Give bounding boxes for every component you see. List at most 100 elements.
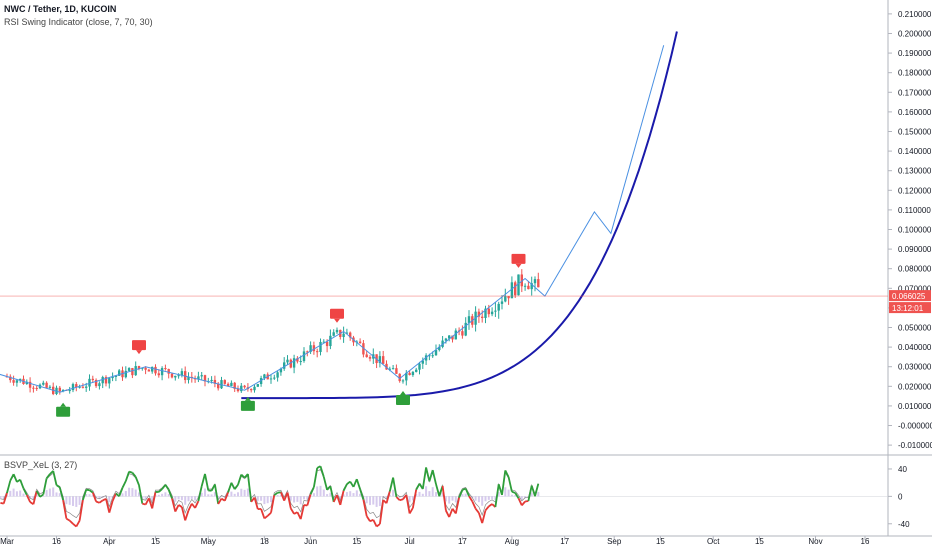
candle-body [72, 384, 74, 390]
candle-body [300, 361, 302, 362]
candle-body [270, 378, 272, 379]
osc-histogram-bar [409, 496, 411, 502]
osc-histogram-bar [366, 496, 368, 503]
osc-histogram-bar [537, 492, 539, 496]
candle-body [154, 367, 156, 373]
osc-histogram-bar [475, 496, 477, 500]
candle-body [32, 388, 34, 389]
candle-body [210, 380, 212, 381]
osc-main-line-segment [96, 502, 99, 503]
osc-histogram-bar [346, 492, 348, 496]
candle-body [276, 372, 278, 377]
time-tick-label: 17 [458, 537, 467, 546]
osc-histogram-bar [19, 491, 21, 497]
countdown-badge-value: 13:12:01 [892, 304, 924, 313]
osc-histogram-bar [452, 496, 454, 500]
time-tick-label: Oct [707, 537, 720, 546]
candle-body [418, 364, 420, 370]
oscillator-legend[interactable]: BSVP_XeL (3, 27) [4, 460, 77, 470]
osc-histogram-bar [59, 493, 61, 496]
osc-histogram-bar [481, 496, 483, 505]
price-tick-label: -0.000000 [898, 422, 932, 431]
candle-body [243, 386, 245, 388]
osc-histogram-bar [234, 494, 236, 496]
price-tick-label: 0.010000 [898, 402, 932, 411]
candle-body [461, 331, 463, 335]
time-tick-label: 18 [260, 537, 269, 546]
candle-body [527, 286, 529, 289]
osc-histogram-bar [194, 496, 196, 500]
candle-body [504, 296, 506, 301]
candle-body [230, 383, 232, 386]
candle-body [392, 368, 394, 369]
candle-body [402, 380, 404, 381]
osc-histogram-bar [428, 491, 430, 496]
osc-histogram-bar [207, 494, 209, 496]
candle-body [336, 330, 338, 332]
time-tick-label: 16 [52, 537, 61, 546]
osc-histogram-bar [230, 492, 232, 497]
candle-body [445, 339, 447, 341]
candle-body [498, 304, 500, 311]
price-tick-label: 0.200000 [898, 29, 932, 38]
osc-histogram-bar [257, 496, 259, 500]
time-tick-label: 15 [755, 537, 764, 546]
osc-histogram-bar [531, 493, 533, 497]
osc-histogram-bar [240, 489, 242, 497]
osc-histogram-bar [316, 486, 318, 496]
osc-histogram-bar [75, 496, 77, 507]
osc-histogram-bar [128, 488, 130, 497]
indicator-legend[interactable]: RSI Swing Indicator (close, 7, 70, 30) [4, 17, 153, 27]
candle-body [98, 383, 100, 386]
osc-histogram-bar [392, 490, 394, 497]
osc-histogram-bar [326, 494, 328, 496]
buy-signal-marker [56, 407, 70, 417]
price-badge-value: 0.066025 [892, 292, 926, 301]
price-tick-label: 0.150000 [898, 127, 932, 136]
time-tick-label: Mar [0, 537, 14, 546]
time-tick-label: 17 [560, 537, 569, 546]
candle-body [69, 390, 71, 391]
price-tick-label: 0.160000 [898, 108, 932, 117]
osc-histogram-bar [174, 496, 176, 501]
candle-body [59, 388, 61, 392]
time-tick-label: May [201, 537, 216, 546]
osc-histogram-bar [247, 489, 249, 497]
candle-body [181, 371, 183, 375]
time-tick-label: 15 [352, 537, 361, 546]
price-tick-label: 0.110000 [898, 206, 931, 215]
osc-histogram-bar [422, 494, 424, 497]
osc-histogram-bar [369, 496, 371, 505]
candle-body [412, 372, 414, 375]
candle-body [131, 368, 133, 375]
osc-histogram-bar [9, 491, 11, 497]
symbol-title[interactable]: NWC / Tether, 1D, KUCOIN [4, 4, 116, 14]
osc-histogram-bar [178, 496, 180, 499]
osc-histogram-bar [181, 496, 183, 500]
osc-histogram-bar [425, 486, 427, 496]
osc-histogram-bar [184, 496, 186, 504]
osc-histogram-bar [379, 496, 381, 506]
osc-histogram-bar [65, 496, 67, 504]
osc-histogram-bar [0, 496, 1, 498]
osc-histogram-bar [485, 496, 487, 501]
price-tick-label: 0.090000 [898, 245, 932, 254]
candle-body [329, 336, 331, 346]
price-tick-label: 0.040000 [898, 343, 932, 352]
osc-histogram-bar [478, 496, 480, 502]
candle-body [524, 286, 526, 287]
osc-histogram-bar [461, 494, 463, 496]
time-tick-label: 15 [151, 537, 160, 546]
candle-body [333, 332, 335, 336]
candle-body [45, 383, 47, 388]
osc-histogram-bar [188, 496, 190, 501]
candle-body [303, 351, 305, 361]
candle-body [128, 368, 130, 371]
osc-histogram-bar [376, 496, 378, 507]
candle-body [283, 362, 285, 368]
candle-body [42, 383, 44, 385]
candle-body [201, 375, 203, 376]
candle-body [148, 370, 150, 372]
